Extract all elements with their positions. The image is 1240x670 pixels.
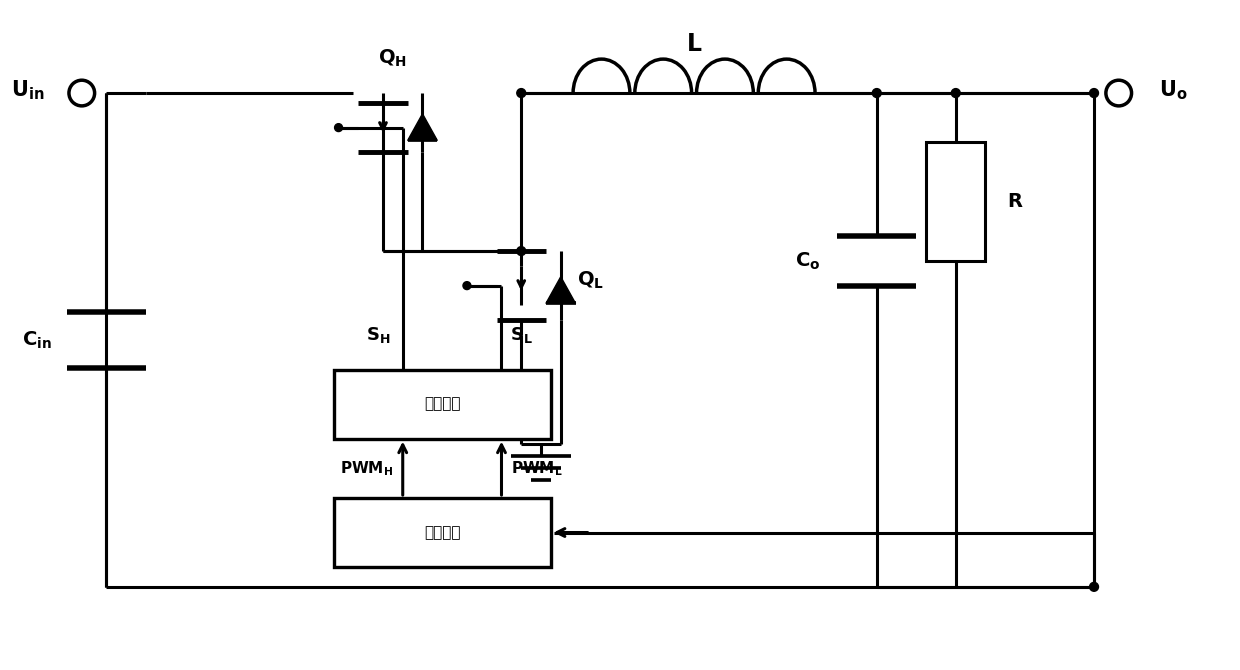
Text: $\mathit{\mathbf{C}}_{\mathbf{o}}$: $\mathit{\mathbf{C}}_{\mathbf{o}}$ [795,251,821,271]
Circle shape [872,88,882,98]
Circle shape [463,281,471,289]
Text: 控制电路: 控制电路 [424,525,460,540]
Text: $\mathit{\mathbf{S}}_{\mathbf{H}}$: $\mathit{\mathbf{S}}_{\mathbf{H}}$ [366,325,391,345]
Text: $\mathit{\mathbf{S}}_{\mathbf{L}}$: $\mathit{\mathbf{S}}_{\mathbf{L}}$ [510,325,533,345]
Bar [334,498,551,567]
Text: 驱动电路: 驱动电路 [424,397,460,411]
Text: $\mathit{\mathbf{PWM}}_{\mathbf{L}}$: $\mathit{\mathbf{PWM}}_{\mathbf{L}}$ [511,459,563,478]
Circle shape [951,88,960,98]
Text: $\mathit{\mathbf{U}}_{\mathbf{o}}$: $\mathit{\mathbf{U}}_{\mathbf{o}}$ [1158,78,1188,102]
Text: $\mathit{\mathbf{L}}$: $\mathit{\mathbf{L}}$ [686,31,702,56]
Polygon shape [408,114,438,141]
Text: $\mathit{\mathbf{Q}}_{\mathbf{L}}$: $\mathit{\mathbf{Q}}_{\mathbf{L}}$ [577,270,604,291]
Bar [334,370,551,439]
Circle shape [335,124,342,131]
Text: $\mathit{\mathbf{C}}_{\mathbf{in}}$: $\mathit{\mathbf{C}}_{\mathbf{in}}$ [22,329,52,350]
Polygon shape [546,277,575,304]
Text: $\mathit{\mathbf{U}}_{\mathbf{in}}$: $\mathit{\mathbf{U}}_{\mathbf{in}}$ [11,78,45,102]
Bar [926,143,986,261]
Circle shape [517,88,526,98]
Text: $\mathit{\mathbf{Q}}_{\mathbf{H}}$: $\mathit{\mathbf{Q}}_{\mathbf{H}}$ [378,48,407,69]
Text: $\mathit{\mathbf{R}}$: $\mathit{\mathbf{R}}$ [1007,193,1023,210]
Circle shape [1090,88,1099,98]
Text: $\mathit{\mathbf{PWM}}_{\mathbf{H}}$: $\mathit{\mathbf{PWM}}_{\mathbf{H}}$ [340,459,393,478]
Circle shape [1090,582,1099,591]
Circle shape [517,247,526,255]
